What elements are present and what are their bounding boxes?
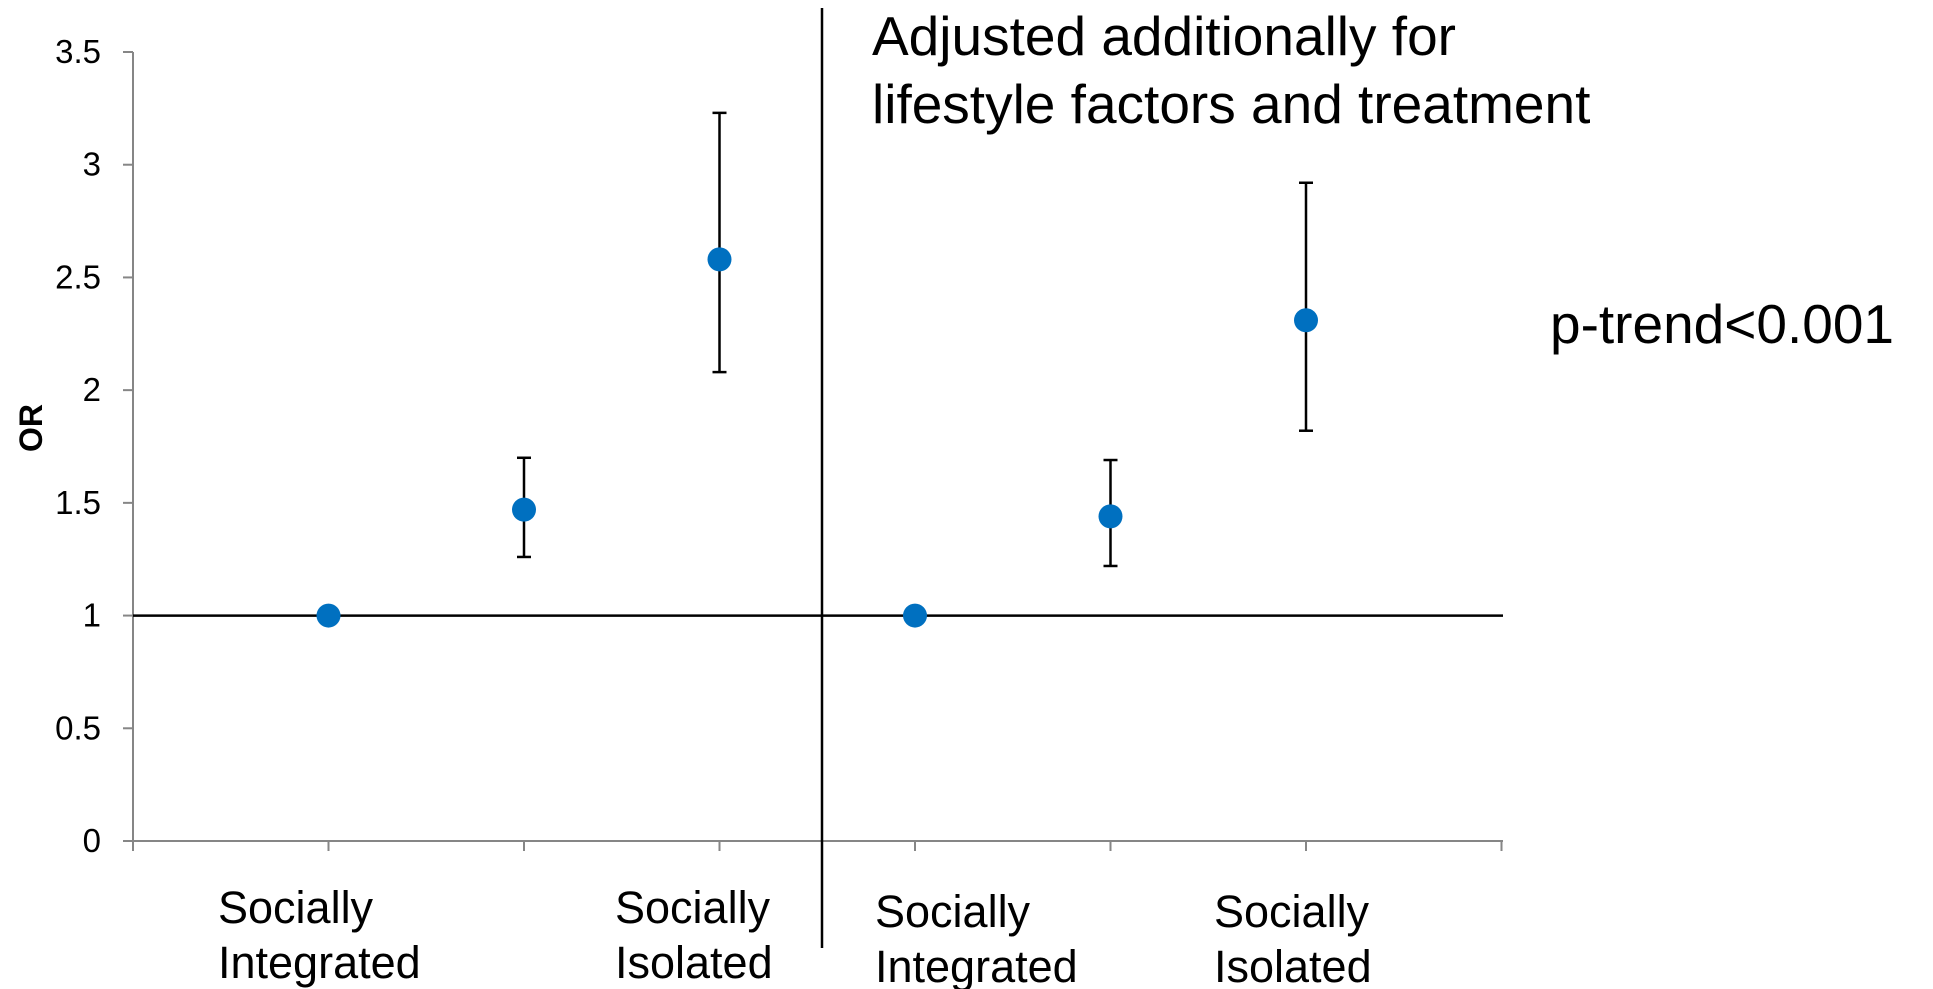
axes: 00.511.522.533.5SociallyIntegratedSocial… xyxy=(55,8,1503,989)
y-tick-label: 2.5 xyxy=(55,258,101,295)
y-tick-label: 2 xyxy=(83,371,101,408)
data-point xyxy=(903,603,927,628)
category-label-line-2: Integrated xyxy=(218,937,421,988)
data-point xyxy=(1098,504,1123,529)
category-label-line-1: Socially xyxy=(218,882,374,933)
category-label-line-1: Socially xyxy=(1214,886,1370,937)
panel-2-title-line-1: Adjusted additionally for xyxy=(872,5,1456,67)
y-axis-label: OR xyxy=(13,404,49,452)
panel-2-title-line-2: lifestyle factors and treatment xyxy=(872,73,1590,135)
p-trend-annotation: p-trend<0.001 xyxy=(1550,293,1894,355)
y-tick-label: 0.5 xyxy=(55,709,101,746)
data-marks xyxy=(316,111,1318,628)
category-label-line-1: Socially xyxy=(875,886,1031,937)
data-point xyxy=(1294,308,1318,333)
y-tick-label: 3.5 xyxy=(55,33,101,70)
category-label-line-2: Isolated xyxy=(1214,941,1372,989)
category-label-line-1: Socially xyxy=(615,882,771,933)
data-point xyxy=(316,603,341,628)
data-point xyxy=(707,247,732,272)
y-tick-label: 1 xyxy=(83,597,101,634)
category-label-line-2: Integrated xyxy=(875,941,1078,989)
y-tick-label: 1.5 xyxy=(55,484,101,521)
y-tick-label: 0 xyxy=(83,822,101,859)
category-label-line-2: Isolated xyxy=(615,937,773,988)
y-tick-label: 3 xyxy=(83,146,101,183)
data-point xyxy=(512,497,536,522)
